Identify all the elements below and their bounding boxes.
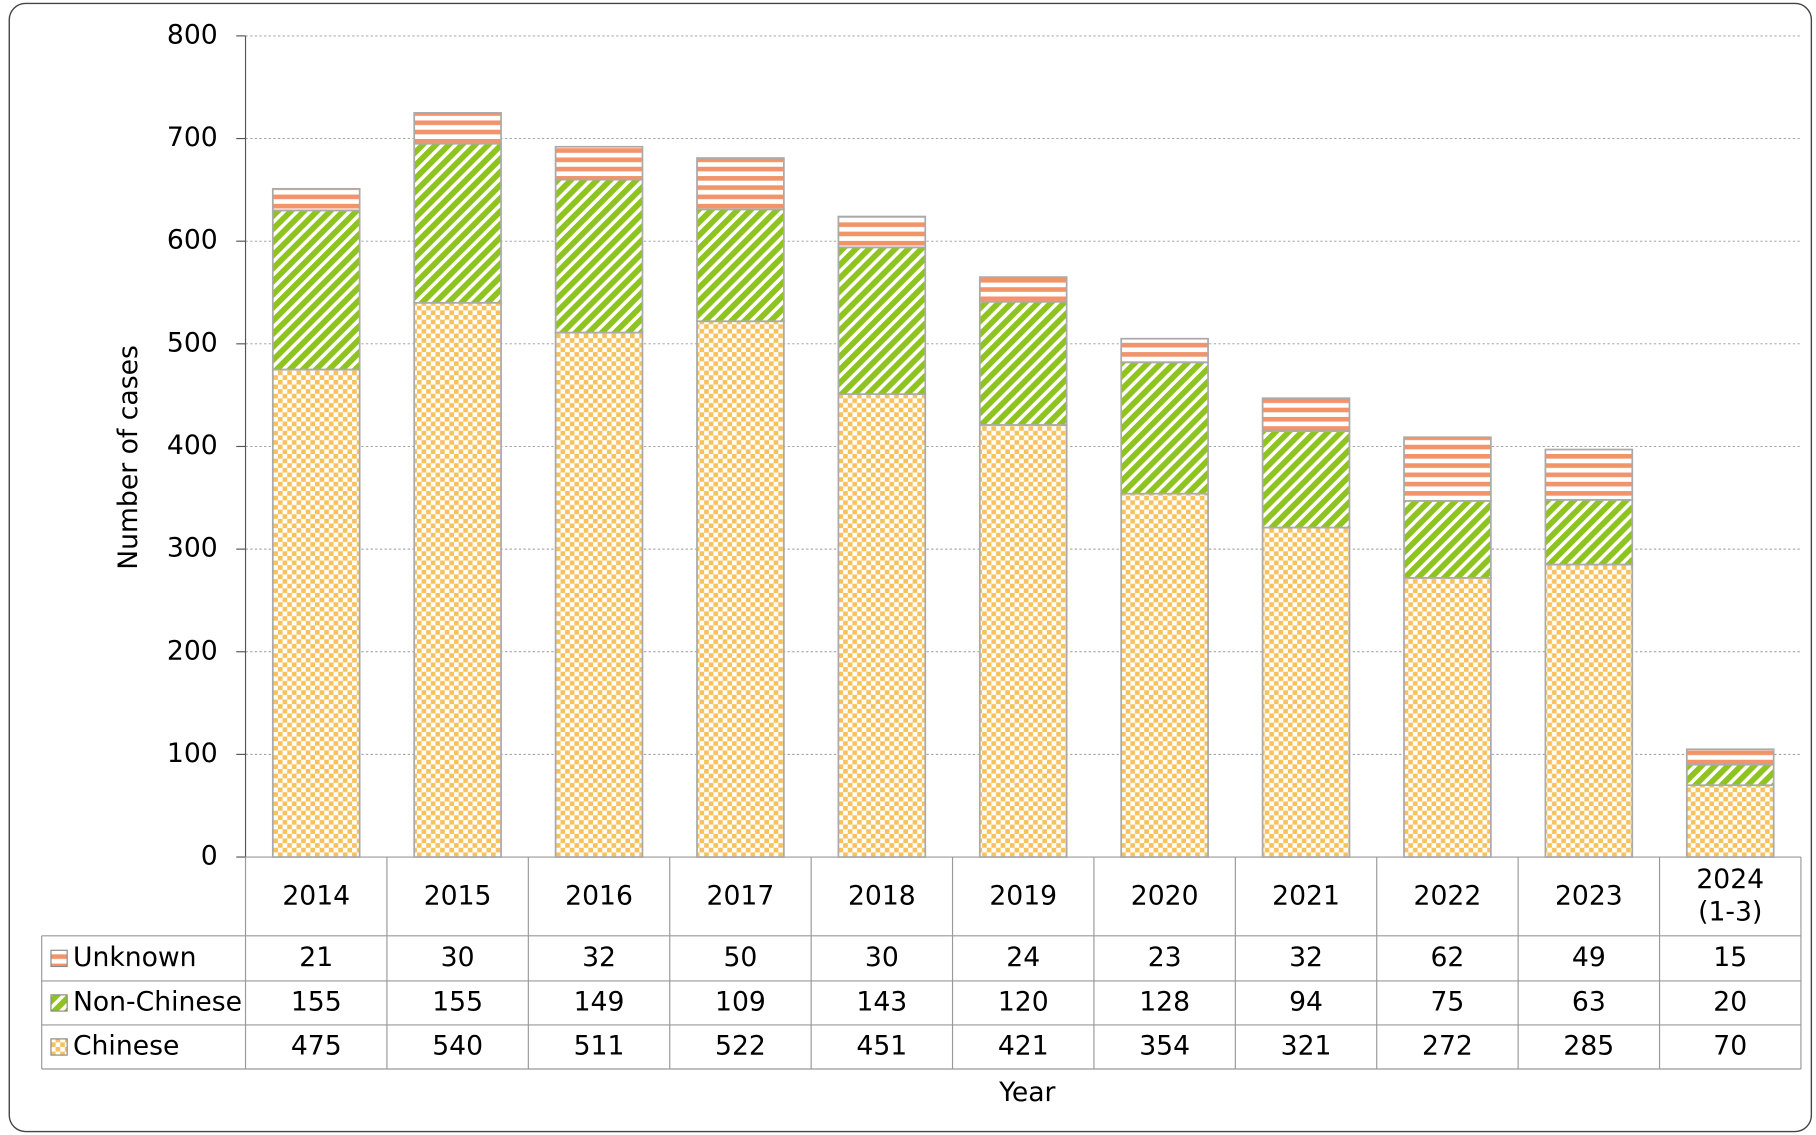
bar-segment [1120, 337, 1209, 364]
y-tick-label: 200 [167, 635, 218, 666]
bar-segment [978, 424, 1068, 858]
table-value: 120 [998, 986, 1049, 1017]
bar-segment [1685, 748, 1775, 766]
x-tick-label: 2015 [424, 880, 492, 911]
table-value: 451 [856, 1030, 907, 1061]
table-value: 62 [1430, 942, 1464, 973]
legend-swatch [50, 949, 68, 968]
table-value: 75 [1430, 986, 1464, 1017]
y-tick-label: 600 [167, 225, 218, 256]
y-tick-label: 800 [167, 19, 218, 50]
table-value: 24 [1006, 942, 1040, 973]
x-tick-label: 2020 [1131, 880, 1199, 911]
bar-segment [413, 301, 502, 858]
bar-segment [271, 187, 361, 212]
table-value: 354 [1139, 1030, 1190, 1061]
table-value: 155 [432, 986, 483, 1017]
table-value: 30 [441, 942, 475, 973]
bar-segment [978, 300, 1068, 426]
bar-segment [554, 331, 644, 858]
y-tick-label: 100 [167, 738, 218, 769]
table-value: 32 [582, 942, 616, 973]
table-value: 109 [715, 986, 766, 1017]
table-value: 50 [723, 942, 757, 973]
legend-label: Non-Chinese [73, 986, 242, 1017]
bar-segment [1544, 498, 1634, 566]
bar-segment [554, 145, 644, 181]
table-value: 15 [1713, 942, 1747, 973]
bar-segment [837, 393, 927, 858]
table-value: 511 [574, 1030, 625, 1061]
legend-label: Chinese [73, 1030, 179, 1061]
bar-segment [1120, 361, 1209, 495]
table-value: 475 [291, 1030, 342, 1061]
bar-segment [696, 208, 785, 323]
x-tick-label: 2016 [565, 880, 633, 911]
x-tick-label: 2017 [707, 880, 775, 911]
bar-segment [271, 209, 361, 371]
x-tick-label: 2024 (1-3) [1696, 864, 1764, 927]
x-axis-title: Year [998, 1077, 1055, 1108]
table-value: 285 [1563, 1030, 1614, 1061]
table-value: 63 [1572, 986, 1606, 1017]
bar-segment [271, 368, 361, 858]
table-value: 149 [574, 986, 625, 1017]
table-value: 23 [1148, 942, 1182, 973]
y-tick-label: 700 [167, 122, 218, 153]
table-value: 143 [856, 986, 907, 1017]
table-value: 522 [715, 1030, 766, 1061]
legend-label: Unknown [73, 942, 197, 973]
bar-segment [696, 157, 785, 211]
x-tick-label: 2018 [848, 880, 916, 911]
table-value: 70 [1713, 1030, 1747, 1061]
bar-segment [1261, 430, 1351, 529]
table-value: 94 [1289, 986, 1323, 1017]
table-value: 128 [1139, 986, 1190, 1017]
x-tick-label: 2023 [1555, 880, 1623, 911]
y-axis-title: Number of cases [113, 345, 144, 570]
legend-swatch [50, 994, 68, 1012]
bar-segment [1261, 397, 1351, 432]
x-tick-label: 2021 [1272, 880, 1340, 911]
bar-segment [1685, 784, 1775, 858]
bar-segment [413, 112, 502, 145]
bar-segment [1544, 563, 1634, 858]
table-value: 321 [1281, 1030, 1332, 1061]
bar-segment [1685, 763, 1775, 787]
bar-segment [1403, 436, 1492, 502]
bar-segment [1403, 576, 1492, 858]
bar-segment [1544, 448, 1634, 501]
x-tick-label: 2022 [1414, 880, 1482, 911]
y-tick-label: 500 [167, 327, 218, 358]
table-value: 155 [291, 986, 342, 1017]
bar-segment [1403, 500, 1492, 579]
bar-segment [837, 215, 927, 249]
table-value: 49 [1572, 942, 1606, 973]
table-value: 20 [1713, 986, 1747, 1017]
bar-segment [413, 142, 502, 304]
table-value: 272 [1422, 1030, 1473, 1061]
table-value: 30 [865, 942, 899, 973]
table-value: 421 [998, 1030, 1049, 1061]
y-tick-label: 300 [167, 533, 218, 564]
bar-segment [696, 320, 785, 858]
bar-segment [978, 276, 1068, 303]
table-value: 21 [299, 942, 333, 973]
table-value: 540 [432, 1030, 483, 1061]
y-tick-label: 400 [167, 430, 218, 461]
y-tick-label: 0 [201, 841, 218, 872]
bar-segment [1120, 492, 1209, 858]
table-value: 32 [1289, 942, 1323, 973]
legend-swatch [50, 1038, 68, 1056]
x-tick-label: 2019 [989, 880, 1057, 911]
bar-segment [1261, 526, 1351, 858]
bar-segment [837, 246, 927, 395]
x-tick-label: 2014 [282, 880, 350, 911]
bar-segment [554, 178, 644, 334]
